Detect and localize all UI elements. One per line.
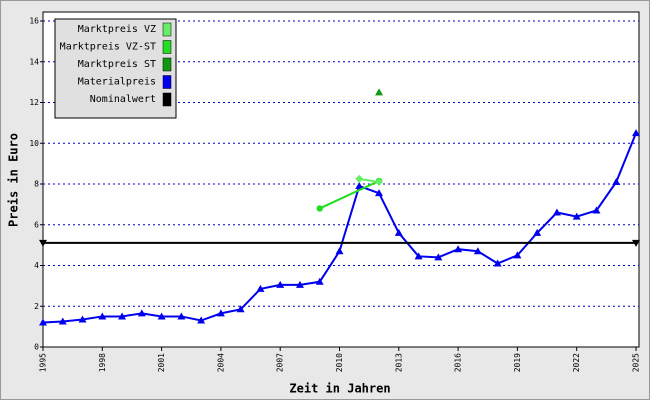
marker: [375, 189, 384, 197]
marker: [236, 305, 245, 313]
legend-swatch: [162, 40, 172, 54]
series: [355, 174, 384, 186]
marker: [315, 277, 324, 285]
marker: [513, 251, 522, 259]
marker: [137, 309, 146, 317]
marker: [295, 280, 304, 288]
marker: [78, 315, 87, 323]
marker: [39, 239, 47, 247]
series-line: [319, 180, 380, 210]
marker: [414, 252, 423, 260]
marker: [316, 205, 323, 212]
marker: [216, 309, 225, 317]
marker: [375, 88, 384, 96]
y-axis-label: Preis in Euro: [7, 133, 21, 227]
legend-swatch: [162, 92, 172, 107]
x-tick-label: 2004: [216, 353, 225, 372]
marker: [394, 228, 403, 236]
y-tick-label: 10: [29, 139, 39, 148]
series: [39, 129, 640, 326]
y-tick-label: 0: [34, 343, 39, 352]
marker: [632, 129, 640, 137]
marker: [197, 316, 206, 324]
x-tick-label: 2001: [157, 353, 166, 372]
marker: [632, 239, 640, 247]
legend-swatch: [162, 57, 172, 72]
x-tick-label: 2016: [454, 353, 463, 372]
marker: [355, 182, 364, 190]
legend-label: Marktpreis VZ-ST: [60, 42, 156, 53]
series: [375, 88, 384, 96]
series: [39, 239, 640, 247]
legend-label: Materialpreis: [78, 77, 156, 88]
x-tick-label: 2010: [335, 353, 344, 372]
legend-label: Marktpreis VZ: [78, 24, 156, 35]
marker: [39, 318, 47, 326]
y-tick-label: 8: [34, 180, 39, 189]
y-tick-label: 14: [29, 57, 39, 66]
x-tick-label: 2025: [632, 353, 641, 372]
y-tick-label: 12: [29, 98, 39, 107]
marker: [256, 284, 265, 292]
x-tick-label: 1995: [39, 353, 48, 372]
x-tick-label: 1998: [98, 353, 107, 372]
marker: [58, 317, 67, 325]
marker: [276, 280, 285, 288]
x-tick-label: 2007: [276, 353, 285, 372]
marker: [572, 212, 581, 220]
marker: [533, 228, 542, 236]
y-tick-label: 2: [34, 302, 39, 311]
y-tick-label: 6: [34, 220, 39, 229]
legend-swatch: [162, 22, 172, 37]
marker: [493, 259, 502, 267]
legend-swatch: [162, 75, 172, 89]
y-tick-label: 4: [34, 261, 39, 270]
marker: [98, 312, 107, 320]
x-axis-label: Zeit in Jahren: [289, 382, 390, 396]
legend-label: Nominalwert: [90, 94, 156, 105]
y-tick-label: 16: [29, 17, 39, 26]
x-tick-label: 2013: [394, 353, 403, 372]
marker: [335, 247, 344, 255]
marker: [612, 177, 621, 185]
legend-box: [54, 18, 177, 119]
x-tick-label: 2022: [572, 353, 581, 372]
marker: [177, 312, 186, 320]
marker: [454, 245, 463, 253]
marker: [473, 247, 482, 255]
marker: [592, 206, 601, 214]
marker: [157, 312, 166, 320]
legend-label: Marktpreis ST: [78, 59, 156, 70]
marker: [355, 174, 364, 183]
marker: [118, 312, 127, 320]
marker: [434, 253, 443, 261]
marker: [375, 177, 384, 186]
marker: [552, 208, 561, 216]
x-tick-label: 2019: [513, 353, 522, 372]
